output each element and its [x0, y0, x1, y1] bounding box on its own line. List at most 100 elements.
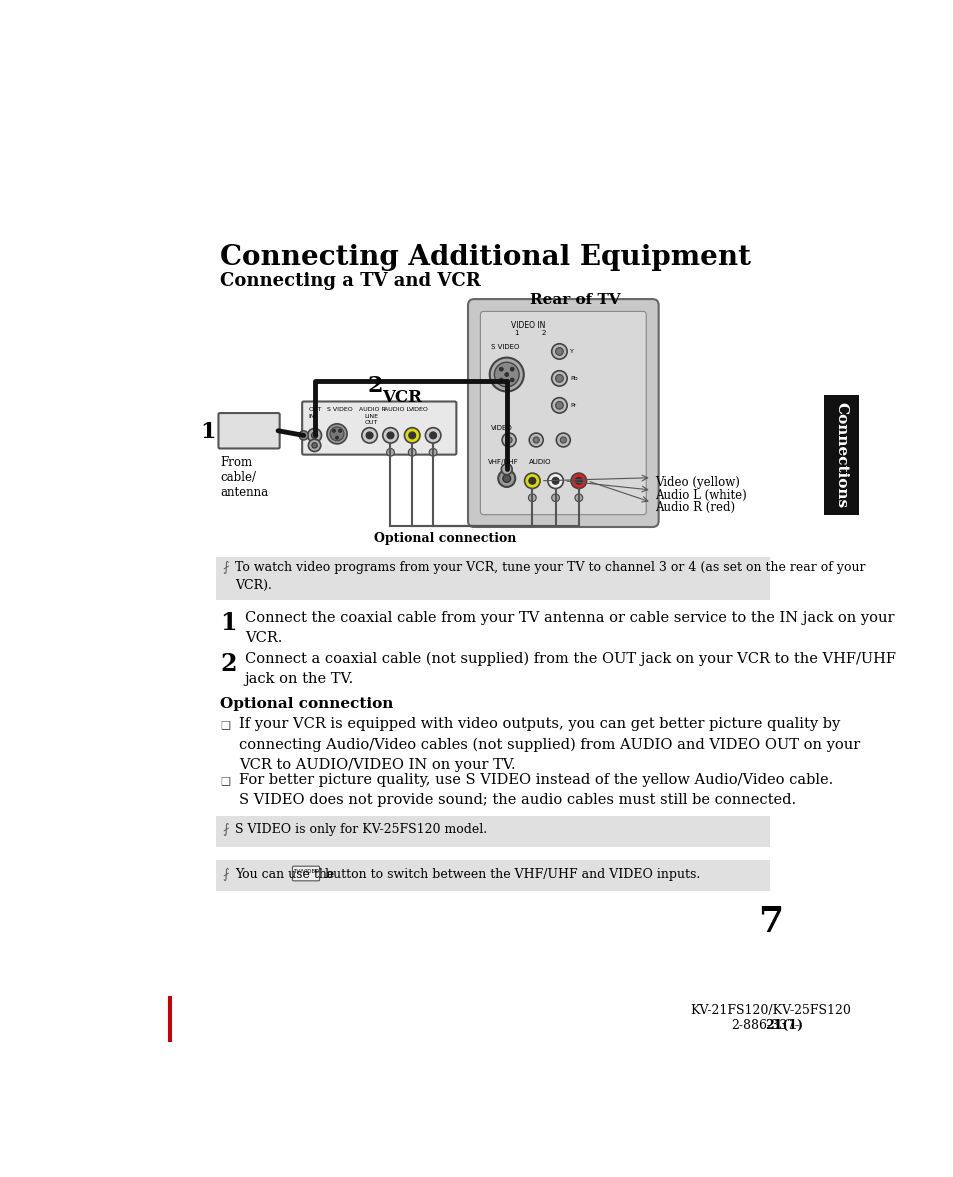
Text: AUDIO R: AUDIO R	[359, 407, 386, 412]
Text: You can use the: You can use the	[235, 869, 338, 882]
Circle shape	[500, 464, 512, 474]
Circle shape	[366, 432, 373, 439]
Circle shape	[571, 473, 586, 488]
Text: AUDIO: AUDIO	[528, 459, 551, 465]
Circle shape	[408, 448, 416, 457]
Text: VIDEO: VIDEO	[491, 425, 513, 431]
Circle shape	[382, 427, 397, 443]
Circle shape	[528, 494, 536, 501]
Circle shape	[504, 373, 508, 377]
Circle shape	[361, 427, 377, 443]
Text: VHF/UHF: VHF/UHF	[488, 459, 518, 465]
FancyBboxPatch shape	[216, 860, 769, 891]
Text: Audio L (white): Audio L (white)	[655, 488, 746, 501]
Text: If your VCR is equipped with video outputs, you can get better picture quality b: If your VCR is equipped with video outpu…	[239, 717, 860, 772]
Text: S VIDEO is only for KV-25FS120 model.: S VIDEO is only for KV-25FS120 model.	[235, 824, 487, 837]
Text: Optional connection: Optional connection	[220, 697, 393, 711]
Text: Connections: Connections	[834, 401, 847, 507]
FancyBboxPatch shape	[216, 557, 769, 600]
FancyBboxPatch shape	[468, 299, 658, 527]
Text: Y: Y	[570, 348, 574, 354]
FancyBboxPatch shape	[293, 866, 319, 880]
Circle shape	[555, 401, 562, 410]
FancyBboxPatch shape	[302, 401, 456, 454]
Text: button to switch between the VHF/UHF and VIDEO inputs.: button to switch between the VHF/UHF and…	[320, 869, 700, 882]
Circle shape	[387, 432, 394, 439]
Text: Connect a coaxial cable (not supplied) from the OUT jack on your VCR to the VHF/: Connect a coaxial cable (not supplied) f…	[245, 652, 895, 686]
Text: Connect the coaxial cable from your TV antenna or cable service to the IN jack o: Connect the coaxial cable from your TV a…	[245, 611, 893, 645]
Circle shape	[551, 344, 567, 359]
Text: For better picture quality, use S VIDEO instead of the yellow Audio/Video cable.: For better picture quality, use S VIDEO …	[239, 772, 833, 806]
Text: 1: 1	[514, 330, 518, 335]
Circle shape	[497, 470, 515, 487]
FancyBboxPatch shape	[480, 312, 645, 514]
Circle shape	[404, 427, 419, 443]
Circle shape	[498, 367, 503, 371]
Text: AUDIO L: AUDIO L	[383, 407, 409, 412]
Text: From
cable/
antenna: From cable/ antenna	[220, 457, 268, 499]
Circle shape	[330, 427, 344, 440]
Text: ⨏: ⨏	[222, 869, 229, 882]
Circle shape	[505, 437, 512, 443]
Circle shape	[429, 432, 436, 439]
Text: 2: 2	[220, 652, 236, 676]
Text: VIDEO IN: VIDEO IN	[511, 320, 545, 330]
Text: S VIDEO: S VIDEO	[491, 344, 519, 350]
Text: OUT: OUT	[308, 407, 321, 412]
Circle shape	[551, 494, 558, 501]
Circle shape	[502, 474, 510, 483]
Circle shape	[551, 371, 567, 386]
Text: IN: IN	[308, 414, 314, 419]
Text: 2: 2	[367, 375, 382, 398]
Text: To watch video programs from your VCR, tune your TV to channel 3 or 4 (as set on: To watch video programs from your VCR, t…	[235, 561, 865, 592]
Circle shape	[555, 347, 562, 355]
Circle shape	[575, 478, 581, 484]
Text: Connecting a TV and VCR: Connecting a TV and VCR	[220, 272, 480, 291]
Text: 21(1): 21(1)	[764, 1019, 802, 1032]
Circle shape	[312, 443, 317, 448]
Circle shape	[429, 448, 436, 457]
Text: Pb: Pb	[570, 375, 578, 381]
Text: 7: 7	[757, 905, 782, 939]
Text: Optional connection: Optional connection	[374, 532, 516, 545]
Circle shape	[307, 428, 321, 443]
FancyBboxPatch shape	[216, 816, 769, 846]
Text: LINE: LINE	[364, 414, 377, 419]
Circle shape	[327, 424, 347, 444]
Text: Rear of TV: Rear of TV	[530, 293, 620, 307]
Circle shape	[575, 494, 582, 501]
Text: ⨏: ⨏	[222, 561, 229, 574]
Circle shape	[524, 473, 539, 488]
Bar	[823, 395, 858, 514]
Text: ❑: ❑	[220, 776, 230, 786]
Text: Video (yellow): Video (yellow)	[655, 477, 740, 490]
Circle shape	[528, 478, 536, 484]
Text: 2: 2	[541, 330, 545, 335]
FancyBboxPatch shape	[218, 413, 279, 448]
Circle shape	[332, 430, 335, 432]
Circle shape	[547, 473, 562, 488]
Text: KV-21FS120/KV-25FS120: KV-21FS120/KV-25FS120	[689, 1004, 850, 1017]
Text: OUT: OUT	[364, 420, 377, 425]
Text: 2-886-337-: 2-886-337-	[731, 1019, 799, 1032]
Circle shape	[533, 437, 538, 443]
Text: S VIDEO: S VIDEO	[327, 407, 353, 412]
Circle shape	[338, 430, 341, 432]
Circle shape	[559, 437, 566, 443]
Text: 1: 1	[220, 611, 236, 634]
Circle shape	[551, 398, 567, 413]
Circle shape	[529, 433, 542, 447]
Text: Connecting Additional Equipment: Connecting Additional Equipment	[220, 244, 750, 271]
Circle shape	[552, 478, 558, 484]
Text: ⨏: ⨏	[222, 824, 229, 837]
Circle shape	[501, 433, 516, 447]
Circle shape	[510, 367, 514, 371]
Circle shape	[489, 358, 523, 392]
Bar	[168, 996, 172, 1042]
Text: 1: 1	[200, 420, 216, 443]
Circle shape	[494, 363, 518, 387]
Circle shape	[308, 439, 320, 452]
Circle shape	[335, 437, 338, 439]
Circle shape	[311, 432, 317, 439]
Circle shape	[386, 448, 394, 457]
